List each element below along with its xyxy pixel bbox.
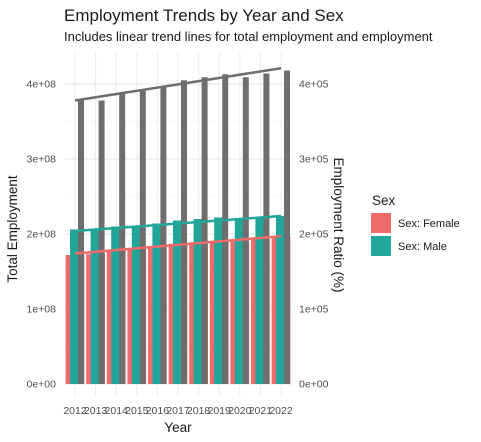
bar-total-2015 <box>139 90 146 384</box>
bar-sex-male-2022 <box>276 216 286 384</box>
y-tick-left-label: 4e+08 <box>27 79 57 91</box>
bar-total-2019 <box>222 74 229 384</box>
y-tick-right-label: 0e+00 <box>299 379 329 391</box>
chart-title: Employment Trends by Year and Sex <box>64 6 344 25</box>
bar-total-2018 <box>201 77 208 384</box>
x-tick-label-2019: 2019 <box>208 405 232 417</box>
x-axis-label: Year <box>164 420 192 435</box>
bar-sex-male-2013 <box>90 230 101 384</box>
trend-line-sex-female <box>74 235 282 255</box>
x-tick-label-2018: 2018 <box>187 405 211 417</box>
bar-sex-male-2020 <box>234 219 245 384</box>
legend-swatch-sex-male <box>371 236 391 256</box>
bar-sex-male-2014 <box>111 226 122 384</box>
bar-sex-male-2018 <box>193 219 204 384</box>
bar-total-2020 <box>242 77 249 384</box>
x-axis-ticks: 2012201320142015201620172018201920202021… <box>63 405 293 417</box>
bar-sex-male-2016 <box>152 223 163 384</box>
trend-lines-group <box>74 67 282 255</box>
bar-sex-male-2012 <box>70 229 80 384</box>
bar-total-2012 <box>78 100 84 384</box>
legend-swatch-sex-female <box>371 213 391 233</box>
y-tick-left-label: 3e+08 <box>27 154 57 166</box>
y-tick-right-label: 1e+05 <box>299 304 329 316</box>
bar-total-2014 <box>119 93 126 384</box>
legend-label: Sex: Female <box>398 218 460 230</box>
bar-sex-male-2017 <box>173 220 183 384</box>
y-axis-right-ticks: 0e+00 1e+05 2e+05 3e+05 4e+05 <box>299 79 329 391</box>
trend-line-total <box>74 67 282 102</box>
bar-total-2013 <box>98 100 105 384</box>
bar-total-2017 <box>181 80 187 384</box>
legend: Sex Sex: Female Sex: Male <box>371 193 460 256</box>
bar-total-2016 <box>160 86 167 384</box>
x-tick-label-2012: 2012 <box>63 405 87 417</box>
y-tick-right-label: 2e+05 <box>299 229 329 241</box>
trend-line-sex-male <box>74 214 282 233</box>
y-tick-right-label: 3e+05 <box>299 154 329 166</box>
x-tick-label-2022: 2022 <box>269 405 293 417</box>
y-axis-right-label: Employment Ratio (%) <box>331 157 346 292</box>
x-tick-label-2014: 2014 <box>105 405 129 417</box>
bar-total-2021 <box>263 73 270 384</box>
bar-total-2022 <box>284 70 290 384</box>
y-tick-left-label: 1e+08 <box>27 304 57 316</box>
x-tick-label-2020: 2020 <box>228 405 252 417</box>
y-tick-right-label: 4e+05 <box>299 79 329 91</box>
y-tick-left-label: 2e+08 <box>27 229 57 241</box>
x-tick-label-2017: 2017 <box>166 405 190 417</box>
legend-label: Sex: Male <box>398 241 447 253</box>
y-tick-left-label: 0e+00 <box>27 379 57 391</box>
bars-group <box>65 70 291 384</box>
x-tick-label-2016: 2016 <box>146 405 170 417</box>
bar-sex-male-2021 <box>255 218 266 384</box>
x-tick-label-2013: 2013 <box>84 405 108 417</box>
chart-subtitle: Includes linear trend lines for total em… <box>64 29 433 44</box>
x-tick-label-2021: 2021 <box>249 405 273 417</box>
legend-title: Sex <box>372 193 396 208</box>
y-axis-left-label: Total Employment <box>5 175 20 283</box>
x-tick-label-2015: 2015 <box>125 405 149 417</box>
bar-sex-male-2015 <box>131 225 142 384</box>
bar-sex-male-2019 <box>214 217 225 384</box>
y-axis-left-ticks: 0e+00 1e+08 2e+08 3e+08 4e+08 <box>27 79 57 391</box>
